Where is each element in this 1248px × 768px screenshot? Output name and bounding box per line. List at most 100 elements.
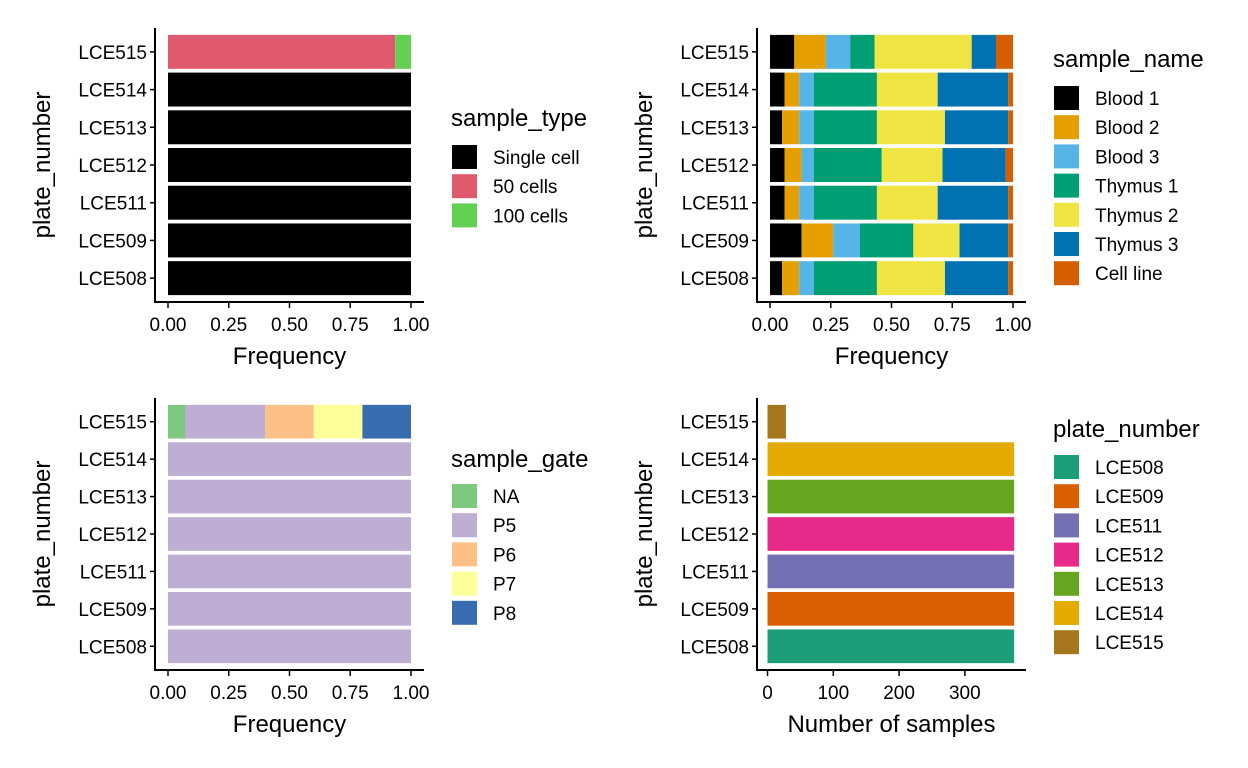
legend-label: 100 cells (493, 206, 568, 227)
chart-panel-4: LCE515 LCE514 LCE513 LCE512 LCE511 LCE509 LCE5… (631, 398, 1200, 738)
x-tick-label: 0.50 (873, 315, 910, 336)
x-tick-label: 300 (949, 683, 981, 704)
legend-swatch (452, 203, 477, 228)
x-tick-label: 0.75 (332, 683, 369, 704)
legend-swatch (452, 542, 477, 567)
y-tick-label: LCE513 (78, 488, 147, 509)
y-axis-title: plate_number (29, 461, 56, 608)
x-tick-label: 0.50 (271, 683, 308, 704)
chart-panel-2: LCE515 LCE514 LCE513 LCE512 LCE511 LCE509 LCE5… (631, 28, 1204, 370)
legend-swatch (452, 484, 477, 508)
y-tick-label: LCE511 (80, 194, 147, 215)
legend-label: Thymus 2 (1095, 206, 1178, 227)
bar-LCE514-blood-2 (784, 72, 800, 107)
bar-LCE515-p6 (265, 404, 314, 439)
legend-label: Blood 2 (1095, 118, 1159, 139)
legend-swatch (1054, 86, 1079, 110)
y-tick-label: LCE513 (680, 118, 749, 139)
y-tick-label: LCE508 (78, 637, 147, 658)
x-tick-label: 0.50 (271, 315, 308, 336)
bar-LCE512 (767, 517, 1015, 551)
y-axis-title: plate_number (29, 92, 56, 239)
legend-label: Cell line (1095, 264, 1163, 285)
y-tick-label: LCE512 (78, 156, 147, 177)
x-tick-label: 0.25 (210, 315, 247, 336)
bar-LCE514-cell-line (1008, 72, 1013, 107)
x-tick-label: 0 (762, 683, 773, 704)
bar-LCE514 (767, 442, 1015, 476)
y-tick-label: LCE509 (78, 231, 147, 252)
bar-LCE513 (767, 479, 1015, 514)
y-tick-label: LCE509 (680, 600, 749, 621)
legend-title: sample_gate (451, 446, 588, 473)
x-tick-label: 0.75 (332, 315, 369, 336)
legend-swatch (1054, 261, 1079, 286)
bar-LCE512-thymus-2 (881, 148, 943, 182)
bar-LCE512-p5 (168, 517, 411, 551)
bar-LCE514-thymus-2 (876, 72, 938, 107)
bar-LCE515-thymus-2 (874, 34, 972, 69)
bar-LCE515-blood-1 (770, 34, 795, 69)
legend-label: P5 (493, 516, 516, 537)
legend-swatch (1054, 455, 1079, 479)
bar-LCE515-p7 (313, 404, 363, 439)
x-axis-title: Number of samples (787, 711, 995, 738)
legend-label: Thymus 3 (1095, 235, 1178, 256)
bar-LCE511-thymus-2 (876, 185, 938, 220)
legend-label: P8 (493, 604, 516, 625)
bar-LCE515-p8 (362, 404, 411, 439)
bar-LCE513-single-cell (168, 110, 411, 145)
bar-LCE514-thymus-1 (813, 72, 877, 107)
bar-LCE511-blood-1 (770, 185, 785, 220)
bar-LCE511-single-cell (168, 185, 411, 220)
bar-LCE508-single-cell (168, 261, 411, 296)
y-tick-label: LCE511 (682, 194, 749, 215)
legend-label: LCE512 (1095, 546, 1164, 567)
bar-LCE515 (767, 404, 786, 439)
bar-LCE513-blood-1 (770, 110, 783, 145)
legend-label: P7 (493, 575, 516, 596)
x-tick-label: 100 (817, 683, 849, 704)
bar-LCE508-thymus-2 (876, 261, 945, 296)
bar-LCE512-thymus-3 (942, 148, 1006, 182)
y-tick-label: LCE509 (680, 231, 749, 252)
bar-LCE515-50-cells (168, 34, 396, 69)
chart-panel-1: LCE515 LCE514 LCE513 LCE512 LCE511 LCE509 LCE5… (29, 28, 587, 370)
x-tick-label: 1.00 (393, 315, 430, 336)
x-tick-label: 0.75 (934, 315, 971, 336)
legend-swatch (452, 513, 477, 538)
x-tick-label: 0.25 (210, 683, 247, 704)
y-tick-label: LCE513 (680, 488, 749, 509)
bar-LCE509-blood-2 (801, 223, 834, 258)
bar-LCE515-na (168, 404, 186, 439)
legend: sample_gate NA P5 P6 P7 P8 (451, 446, 588, 625)
bar-LCE509-thymus-1 (859, 223, 914, 258)
bar-LCE513-thymus-3 (944, 110, 1009, 145)
y-tick-label: LCE511 (682, 562, 749, 583)
legend-label: Blood 3 (1095, 147, 1159, 168)
legend-label: LCE511 (1095, 516, 1162, 537)
legend-swatch (1054, 601, 1079, 625)
bar-LCE511-p5 (168, 554, 411, 589)
legend-label: LCE515 (1095, 633, 1164, 654)
x-tick-label: 200 (883, 683, 915, 704)
legend-label: Blood 1 (1095, 89, 1159, 110)
y-tick-label: LCE512 (78, 525, 147, 546)
bar-LCE512-blood-2 (784, 148, 802, 182)
y-tick-label: LCE509 (78, 600, 147, 621)
bar-LCE513-p5 (168, 479, 411, 514)
bar-LCE508-thymus-1 (813, 261, 877, 296)
bar-LCE513-thymus-2 (876, 110, 945, 145)
bar-LCE508-blood-3 (799, 261, 814, 296)
bar-LCE515-blood-2 (794, 34, 826, 69)
bar-LCE511-blood-2 (784, 185, 800, 220)
legend-swatch (1054, 202, 1079, 227)
bar-LCE513-blood-3 (799, 110, 814, 145)
bar-LCE514-single-cell (168, 72, 411, 107)
legend-title: sample_type (451, 105, 587, 132)
bar-LCE512-cell-line (1005, 148, 1013, 182)
y-tick-label: LCE512 (680, 156, 749, 177)
bar-LCE512-thymus-1 (813, 148, 882, 182)
bar-LCE509-thymus-2 (913, 223, 960, 258)
bar-LCE509-cell-line (1008, 223, 1013, 258)
